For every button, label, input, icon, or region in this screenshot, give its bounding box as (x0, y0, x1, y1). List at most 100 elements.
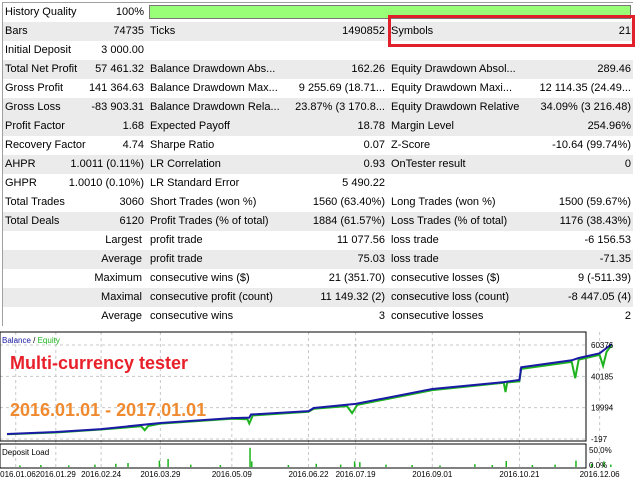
deposit-load-bar (249, 447, 251, 467)
x-tick-label: 2016.05.09 (212, 470, 253, 479)
value-v3: -6 156.53 (584, 234, 631, 246)
table-row: Recovery Factor 4.74 Sharpe Ratio 0.07 Z-Sco… (3, 136, 633, 155)
label-l2: Expected Payoff (150, 120, 230, 132)
table-row: Total Trades 3060 Short Trades (won %) 1560… (3, 193, 633, 212)
value-v1: -83 903.31 (91, 101, 144, 113)
deposit-load-bar (531, 465, 534, 467)
label-l1: Gross Profit (5, 82, 64, 94)
value-v2: 1884 (61.57%) (312, 215, 385, 227)
deposit-load-bar (19, 465, 21, 467)
value-v2: 18.78 (357, 120, 385, 132)
balance-equity-chart: Balance / Equity Multi-currency tester 2… (0, 331, 640, 480)
label-l2: profit trade (150, 253, 203, 265)
label-l2: Short Trades (won %) (150, 196, 257, 208)
deposit-load-bar (219, 465, 222, 467)
label-l3: Symbols (391, 25, 434, 37)
deposit-load-bar (505, 461, 507, 467)
table-row: AHPR 1.0011 (0.11%) LR Correlation 0.93 OnTe… (3, 155, 633, 174)
value-v3: 9 (-511.39) (578, 272, 631, 284)
equity-line (6, 344, 613, 436)
value-v2: 21 (351.70) (328, 272, 385, 284)
label-l2: Ticks (150, 25, 176, 37)
deposit-load-bar (554, 464, 556, 467)
label-l1: AHPR (5, 158, 36, 170)
label-l2: consecutive profit (count) (150, 291, 273, 303)
deposit-load-bar (167, 459, 169, 467)
deposit-load-bar (68, 465, 70, 467)
x-tick-label: 2016.09.01 (412, 470, 453, 479)
table-row: Bars 74735 Ticks 1490852 Symbols 21 (3, 22, 633, 41)
label-l1: Bars (5, 25, 28, 37)
label-l3: Equity Drawdown Absol... (391, 63, 516, 75)
value-v3: -71.35 (599, 253, 631, 265)
value-v1: 141 364.63 (88, 82, 144, 94)
x-tick-label: 2016.10.21 (499, 470, 540, 479)
deposit-load-bar (40, 465, 42, 467)
table-row: Total Deals 6120 Profit Trades (% of total… (3, 212, 633, 231)
x-tick-label: 2016.07.19 (336, 470, 377, 479)
label-l1: Total Trades (5, 196, 65, 208)
label-l2: Balance Drawdown Abs... (150, 63, 276, 75)
y-tick-label: -197 (591, 435, 608, 444)
value-v2: 75.03 (357, 253, 385, 265)
label-l2: consecutive wins ($) (150, 272, 250, 284)
label-l1: Profit Factor (5, 120, 65, 132)
label-l2: LR Standard Error (150, 177, 240, 189)
results-table: History Quality 100% Bars 74735 Ticks 14908… (2, 2, 635, 326)
label-l3: OnTester result (391, 158, 466, 170)
label-l3: loss trade (391, 234, 439, 246)
label-r1: Maximum (94, 272, 142, 284)
label-l3: Equity Drawdown Relative (391, 101, 520, 113)
deposit-load-bar (251, 461, 253, 467)
table-row: Average profit trade 75.03 loss trade -71.35 (3, 250, 633, 269)
table-row: Maximum consecutive wins ($) 21 (351.70) co… (3, 269, 633, 288)
label-l3: loss trade (391, 253, 439, 265)
value-v2: 11 149.32 (2) (320, 291, 385, 303)
label-l1: Initial Deposit (5, 44, 72, 56)
x-tick-label: 2016.06.22 (289, 470, 330, 479)
value-v3: 0 (624, 158, 631, 170)
label-l3: consecutive losses (391, 310, 484, 322)
deposit-load-bar (94, 464, 96, 467)
value-v1: 6120 (119, 215, 144, 227)
value-v1: 3 000.00 (101, 44, 144, 56)
label-l1: Total Net Profit (5, 63, 78, 75)
table-row: GHPR 1.0010 (0.10%) LR Standard Error 5 490… (3, 174, 633, 193)
deposit-load-bar (590, 463, 593, 467)
label-l2: Profit Trades (% of total) (150, 215, 269, 227)
deposit-load-bar (603, 461, 605, 467)
value-v3: 254.96% (587, 120, 631, 132)
value-v3: 21 (618, 25, 631, 37)
value-v3: 1176 (38.43%) (559, 215, 631, 227)
value-v2: 11 077.56 (336, 234, 385, 246)
value-v3: 34.09% (3 216.48) (540, 101, 631, 113)
y-tick-label: 40185 (591, 372, 614, 381)
deposit-load-bar (353, 461, 356, 467)
value-v3: 2 (624, 310, 631, 322)
value-v3: -10.64 (99.74%) (552, 139, 631, 151)
balance-line (6, 343, 613, 435)
value-v1: 3060 (119, 196, 144, 208)
deposit-load-label: Deposit Load (2, 448, 49, 457)
deposit-load-bar (127, 463, 129, 467)
label-r1: Maximal (101, 291, 142, 303)
label-r1: Average (101, 310, 142, 322)
deposit-load-bar (190, 464, 192, 467)
value-v3: 12 114.35 (24.49... (539, 82, 631, 94)
label-l2: profit trade (150, 234, 203, 246)
value-v2: 0.07 (363, 139, 385, 151)
label-l2: LR Correlation (150, 158, 221, 170)
value-v3: 289.46 (597, 63, 631, 75)
value-v1: 1.0010 (0.10%) (68, 177, 144, 189)
label-l1: Recovery Factor (5, 139, 86, 151)
x-tick-label: 2016.01.29 (36, 470, 77, 479)
table-row: Gross Loss -83 903.31 Balance Drawdown Rel… (3, 98, 633, 117)
x-tick-label: 2016.01.06 (0, 470, 36, 479)
deposit-load-bar (359, 462, 361, 467)
x-tick-label: 2016.02.24 (81, 470, 122, 479)
label-l1: Gross Loss (5, 101, 61, 113)
value-v1: 1.68 (122, 120, 144, 132)
label-l3: Loss Trades (% of total) (391, 215, 508, 227)
overlay-period: 2016.01.01 - 2017.01.01 (10, 400, 206, 420)
label-l3: Equity Drawdown Maxi... (391, 82, 513, 94)
